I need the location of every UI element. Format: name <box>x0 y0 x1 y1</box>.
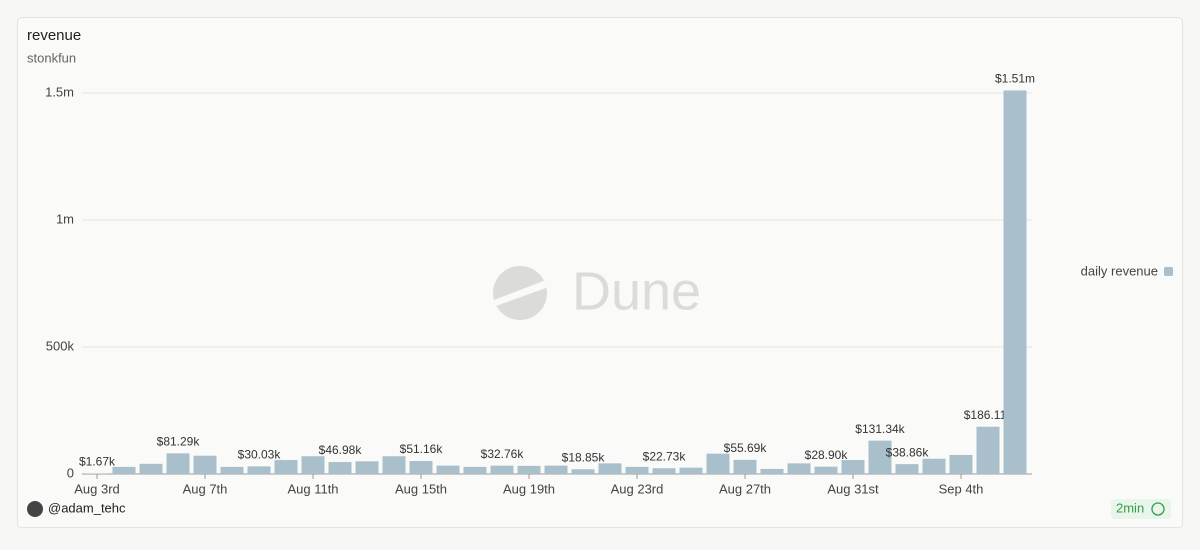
x-tick-label: Aug 31st <box>827 481 879 496</box>
x-tick-label: Aug 3rd <box>74 481 120 496</box>
bar <box>815 467 838 474</box>
bar <box>464 467 487 474</box>
y-tick-label: 0 <box>67 465 74 480</box>
x-tick-label: Aug 7th <box>183 481 228 496</box>
bar <box>113 467 136 474</box>
bar <box>896 464 919 474</box>
chart-subtitle: stonkfun <box>27 50 76 65</box>
bar <box>788 463 811 474</box>
bar <box>842 460 865 474</box>
bar <box>194 456 217 474</box>
bar <box>329 462 352 474</box>
bar <box>140 464 163 474</box>
data-label: $32.76k <box>481 447 525 461</box>
x-tick-label: Aug 27th <box>719 481 771 496</box>
data-label: $18.85k <box>562 450 606 464</box>
x-tick-label: Aug 11th <box>287 481 338 496</box>
bar <box>356 461 379 474</box>
bar <box>383 456 406 474</box>
bar <box>626 467 649 474</box>
bar <box>680 468 703 474</box>
data-label: $131.34k <box>855 422 905 436</box>
bar <box>275 460 298 474</box>
y-tick-label: 1.5m <box>45 84 74 99</box>
bar <box>221 467 244 474</box>
bar <box>923 459 946 474</box>
bar <box>518 466 541 474</box>
avatar <box>27 501 43 517</box>
age: 2min <box>1116 500 1144 515</box>
data-label: $81.29k <box>157 435 201 449</box>
bar <box>707 454 730 474</box>
x-tick-label: Aug 23rd <box>611 481 664 496</box>
bar <box>545 466 568 474</box>
data-label: $30.03k <box>238 448 282 462</box>
watermark: Dune <box>493 261 701 321</box>
y-tick-label: 1m <box>56 211 74 226</box>
bar <box>977 427 1000 474</box>
data-label: $1.51m <box>995 72 1035 86</box>
bar <box>572 469 595 474</box>
legend-swatch <box>1164 267 1173 276</box>
chart-title: revenue <box>27 27 81 44</box>
bar <box>599 463 622 474</box>
bar <box>950 455 973 474</box>
data-label: $38.86k <box>886 445 930 459</box>
bar <box>302 456 325 474</box>
bar <box>1004 90 1027 474</box>
legend-label: daily revenue <box>1081 263 1158 278</box>
bar <box>653 468 676 474</box>
bar <box>437 466 460 474</box>
data-label: $28.90k <box>805 448 849 462</box>
author[interactable]: @adam_tehc <box>48 500 126 515</box>
bar <box>491 466 514 474</box>
bar <box>410 461 433 474</box>
y-tick-label: 500k <box>46 338 75 353</box>
bar <box>734 460 757 474</box>
x-tick-label: Aug 19th <box>503 481 555 496</box>
bar <box>761 469 784 474</box>
data-label: $55.69k <box>724 441 768 455</box>
bar <box>248 466 271 474</box>
watermark-text: Dune <box>572 261 701 321</box>
data-label: $46.98k <box>319 443 363 457</box>
data-label: $1.67k <box>79 455 116 469</box>
data-label: $51.16k <box>400 442 444 456</box>
bar <box>167 453 190 474</box>
data-label: $22.73k <box>643 449 687 463</box>
x-tick-label: Aug 15th <box>395 481 447 496</box>
x-tick-label: Sep 4th <box>939 481 984 496</box>
